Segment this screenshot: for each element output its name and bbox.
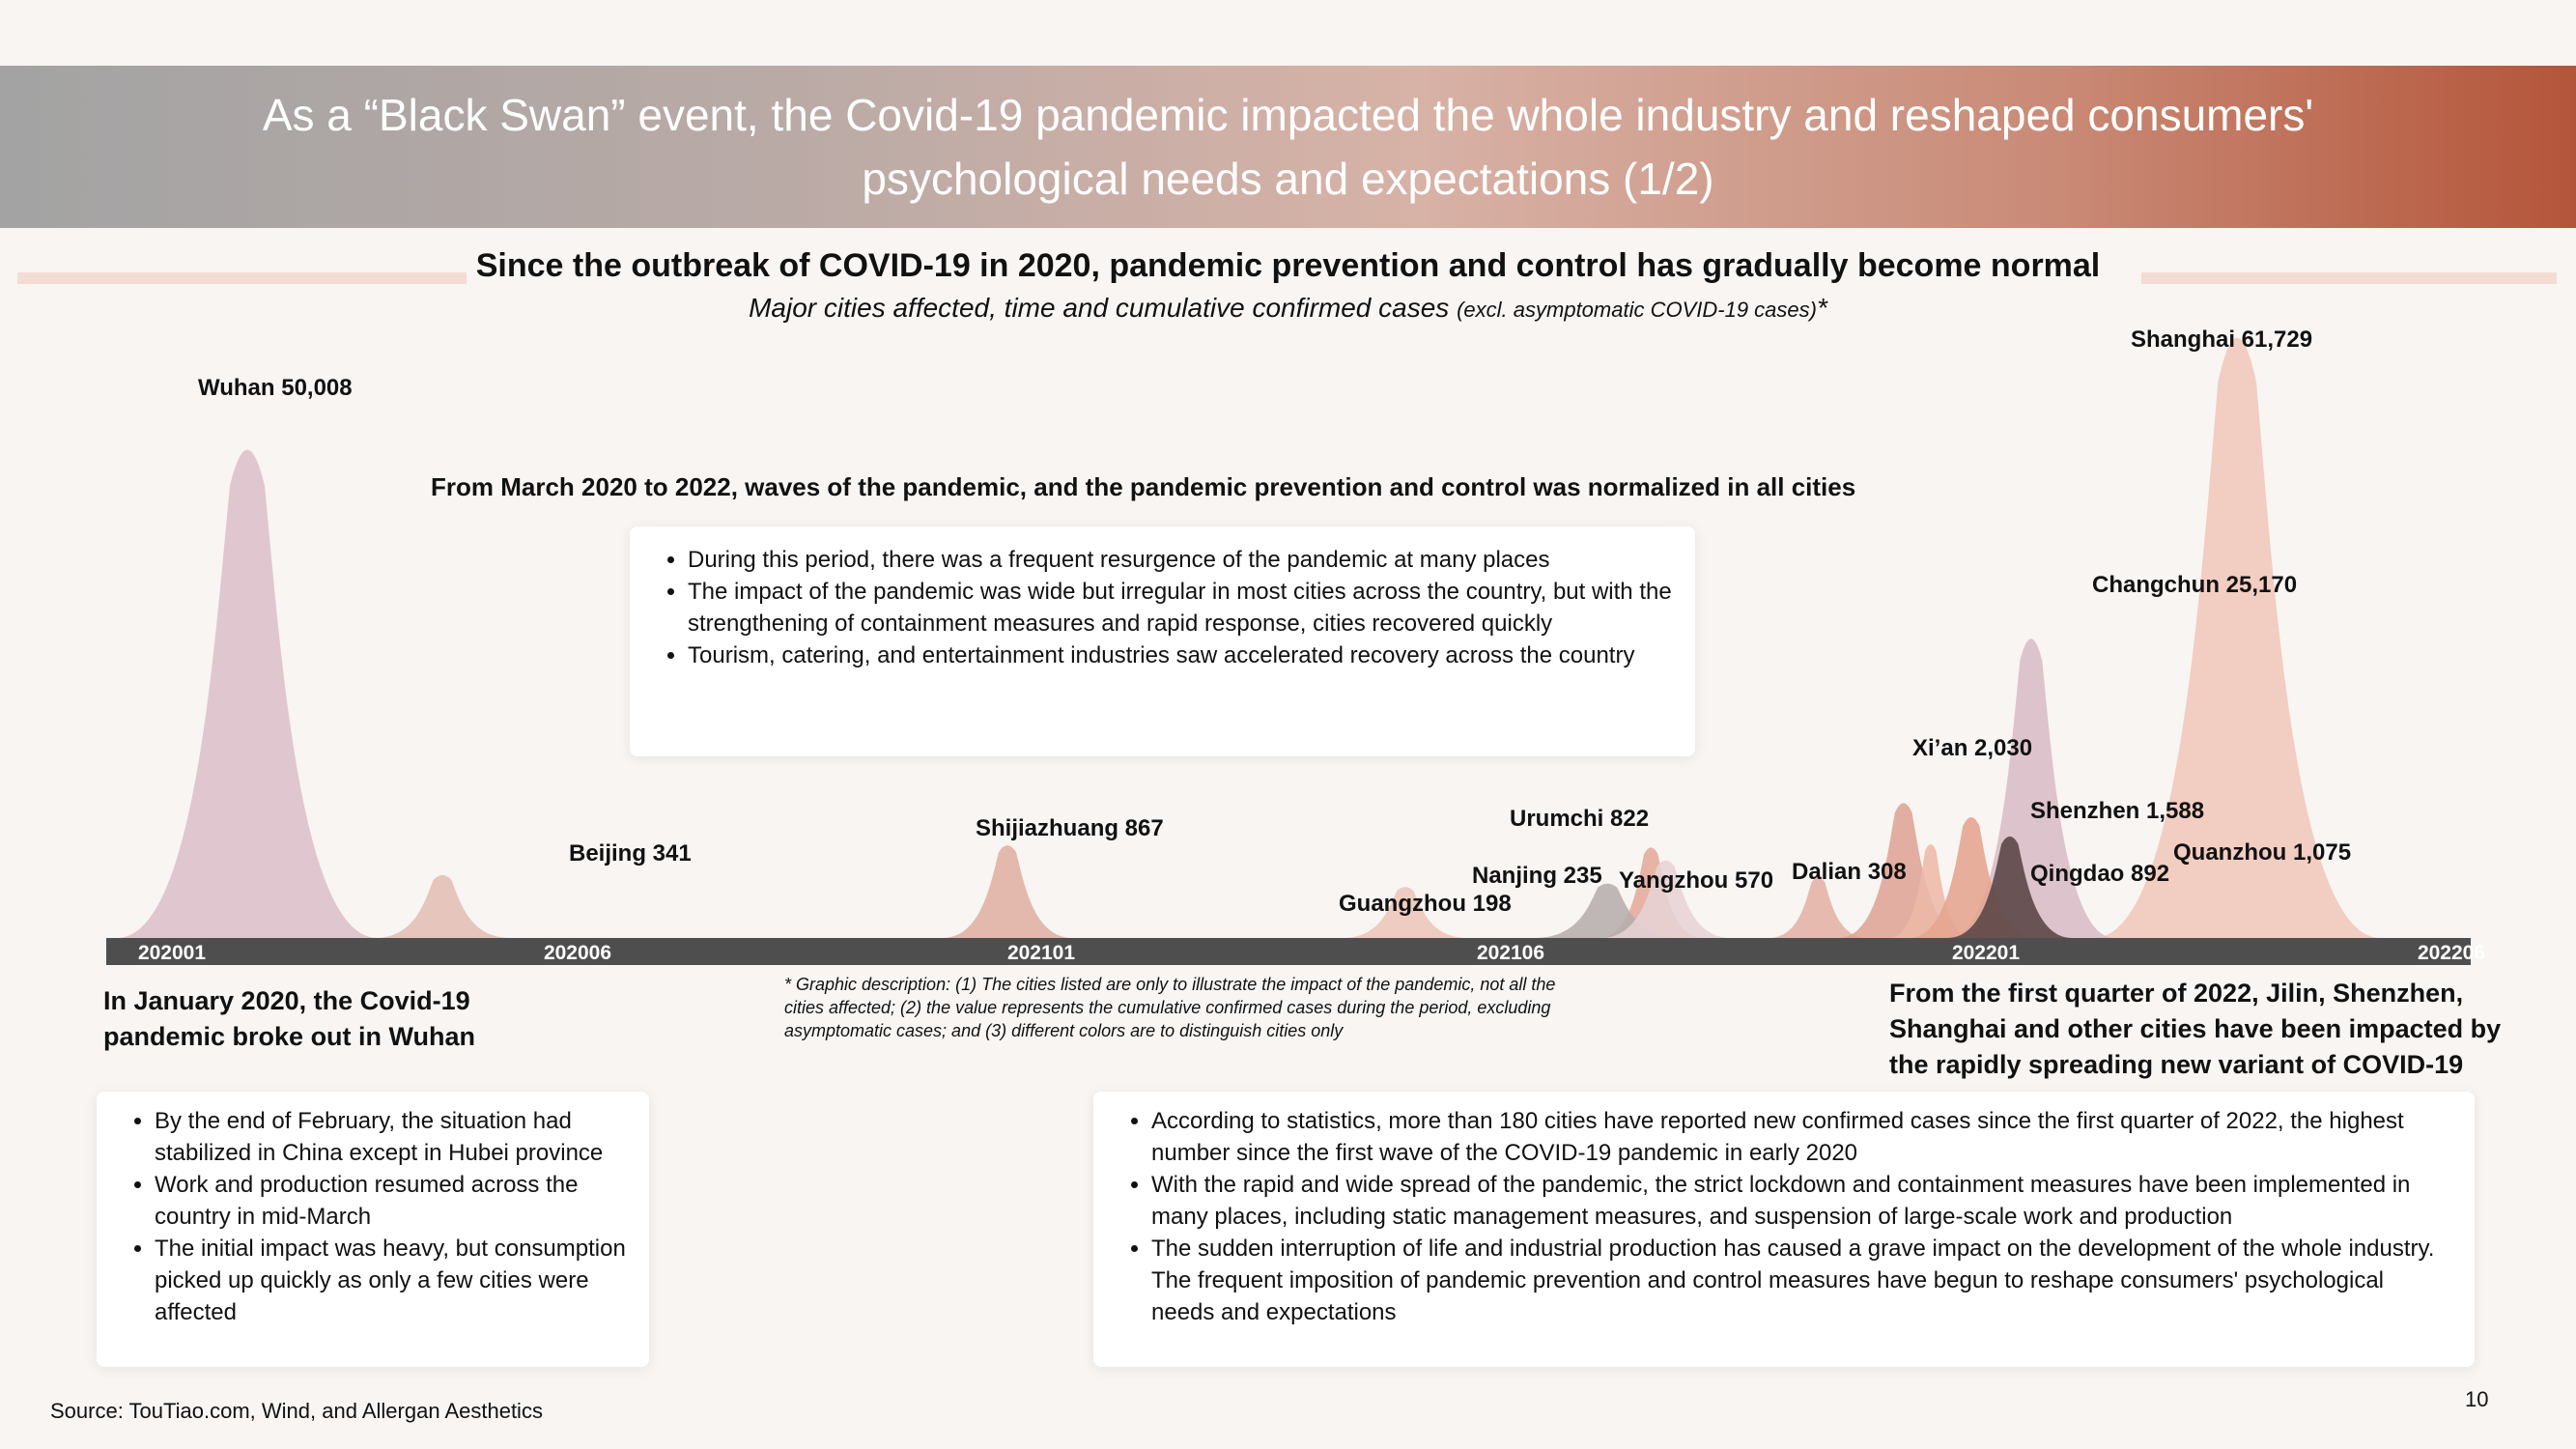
left-bullet: Work and production resumed across the c… xyxy=(155,1169,632,1233)
left-bullet: By the end of February, the situation ha… xyxy=(155,1105,632,1169)
left-bullet-list: By the end of February, the situation ha… xyxy=(97,1105,632,1328)
chart-subnote: Major cities affected, time and cumulati… xyxy=(0,293,2576,324)
peak-beijing xyxy=(374,874,511,938)
peak-wuhan xyxy=(117,449,378,938)
mid-bullet: Tourism, catering, and entertainment ind… xyxy=(688,639,1672,671)
graphic-description: * Graphic description: (1) The cities li… xyxy=(784,975,1556,1040)
right-card: According to statistics, more than 180 c… xyxy=(1093,1092,2475,1367)
city-label-qingdao: Qingdao 892 xyxy=(2030,861,2170,887)
x-tick-label: 202101 xyxy=(1007,942,1075,964)
peak-changchun xyxy=(1947,639,2115,938)
peak-nanjing xyxy=(1534,883,1681,938)
x-tick-label: 202001 xyxy=(138,942,206,964)
right-heading: From the first quarter of 2022, Jilin, S… xyxy=(1889,979,2502,1079)
peak-dalian xyxy=(1769,877,1868,938)
timeline-axis xyxy=(106,938,2471,965)
chart-subtitle: Since the outbreak of COVID-19 in 2020, … xyxy=(475,247,2101,284)
city-label-nanjing: Nanjing 235 xyxy=(1472,863,1602,889)
peak-quanzhou xyxy=(1947,836,2073,938)
right-bullet: According to statistics, more than 180 c… xyxy=(1151,1105,2451,1169)
right-bullet-list: According to statistics, more than 180 c… xyxy=(1093,1105,2451,1328)
city-label-xian: Xi’an 2,030 xyxy=(1912,735,2033,761)
subnote-star: * xyxy=(1816,293,1827,323)
peak-yangzhou xyxy=(1600,860,1732,938)
right-bullet: The sudden interruption of life and indu… xyxy=(1151,1233,2451,1328)
city-label-guangzhou: Guangzhou 198 xyxy=(1339,891,1512,917)
right-bullet: With the rapid and wide spread of the pa… xyxy=(1151,1169,2451,1233)
left-card: By the end of February, the situation ha… xyxy=(97,1092,649,1367)
mid-bullet: During this period, there was a frequent… xyxy=(688,544,1672,576)
peak-group xyxy=(117,337,2381,938)
left-bullet: The initial impact was heavy, but consum… xyxy=(155,1233,632,1328)
city-label-shanghai: Shanghai 61,729 xyxy=(2131,327,2313,353)
page-title: As a “Black Swan” event, the Covid-19 pa… xyxy=(262,90,2314,204)
left-rule xyxy=(17,272,467,284)
city-label-shenzhen: Shenzhen 1,588 xyxy=(2030,798,2205,824)
peak-guangzhou xyxy=(1343,887,1468,938)
peak-qingdao xyxy=(1888,843,1972,938)
city-label-wuhan: Wuhan 50,008 xyxy=(198,375,353,401)
city-label-changchun: Changchun 25,170 xyxy=(2092,572,2298,598)
tick-group: 202001 202006 202101 202106 202201 202206 xyxy=(138,942,2485,964)
x-tick-label: 202106 xyxy=(1477,942,1544,964)
city-label-urumchi: Urumchi 822 xyxy=(1510,806,1650,832)
peak-shenzhen xyxy=(1909,817,2034,938)
left-heading: In January 2020, the Covid-19 pandemic b… xyxy=(103,986,476,1051)
x-tick-label: 202006 xyxy=(544,942,611,964)
peak-shijiazhuang xyxy=(942,845,1073,938)
subnote-small: (excl. asymptomatic COVID-19 cases) xyxy=(1457,298,1817,322)
peak-shanghai xyxy=(2093,337,2381,938)
page-number: 10 xyxy=(2465,1387,2489,1411)
city-label-yangzhou: Yangzhou 570 xyxy=(1619,867,1774,894)
peak-xian xyxy=(1838,803,1969,938)
city-label-beijing: Beijing 341 xyxy=(569,840,692,867)
mid-card: During this period, there was a frequent… xyxy=(630,526,1695,756)
x-tick-label: 202206 xyxy=(2418,942,2485,964)
right-rule xyxy=(2141,272,2557,284)
subnote-main: Major cities affected, time and cumulati… xyxy=(749,293,1458,323)
city-label-quanzhou: Quanzhou 1,075 xyxy=(2173,839,2352,866)
title-banner: As a “Black Swan” event, the Covid-19 pa… xyxy=(0,66,2576,228)
city-label-shijiazhuang: Shijiazhuang 867 xyxy=(976,815,1164,841)
x-tick-label: 202201 xyxy=(1952,942,2020,964)
mid-bullet: The impact of the pandemic was wide but … xyxy=(688,576,1672,639)
city-label-dalian: Dalian 308 xyxy=(1792,859,1907,885)
mid-headline: From March 2020 to 2022, waves of the pa… xyxy=(431,472,1856,501)
source-note: Source: TouTiao.com, Wind, and Allergan … xyxy=(50,1399,543,1423)
mid-bullet-list: During this period, there was a frequent… xyxy=(630,544,1672,671)
